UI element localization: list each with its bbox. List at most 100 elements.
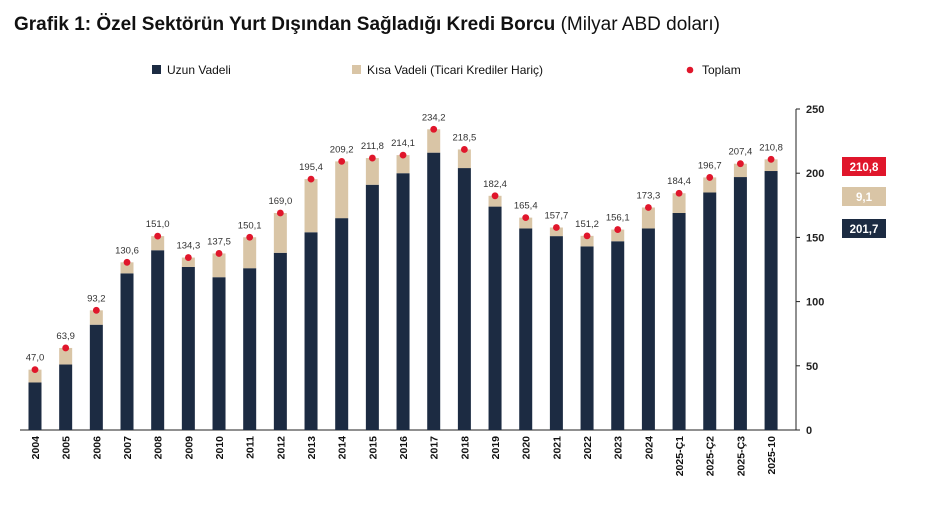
bar-long-term — [365, 184, 379, 430]
bar-short-term — [28, 369, 42, 383]
x-tick-label: 2014 — [337, 436, 349, 460]
total-dot — [767, 155, 775, 163]
total-value-label: 169,0 — [268, 196, 292, 207]
y-tick-label: 150 — [806, 232, 824, 244]
x-tick-label: 2025-Ç2 — [705, 436, 717, 476]
bar-short-term — [59, 347, 73, 365]
total-dot — [276, 209, 284, 217]
total-value-label: 209,2 — [330, 144, 354, 155]
bar-long-term — [273, 252, 287, 430]
total-dot — [154, 232, 162, 240]
total-value-label: 195,4 — [299, 162, 323, 173]
total-dot — [31, 366, 39, 374]
total-value-label: 47,0 — [26, 353, 45, 364]
x-tick-label: 2008 — [153, 436, 165, 460]
end-value-badge-label: 9,1 — [856, 192, 873, 204]
total-dot — [368, 154, 376, 162]
x-tick-label: 2018 — [459, 436, 471, 460]
x-tick-label: 2016 — [398, 436, 410, 460]
total-value-label: 150,1 — [238, 220, 262, 231]
total-dot — [123, 258, 131, 266]
legend-swatch-total — [686, 66, 694, 74]
bar-short-term — [611, 229, 625, 242]
total-value-label: 151,2 — [575, 219, 599, 230]
bar-short-term — [120, 262, 134, 274]
x-tick-label: 2006 — [91, 436, 103, 460]
bar-short-term — [457, 149, 471, 169]
bar-short-term — [243, 237, 257, 269]
total-dot — [62, 344, 70, 352]
total-dot — [399, 151, 407, 159]
x-tick-label: 2013 — [306, 436, 318, 460]
total-dot — [706, 174, 714, 181]
total-value-label: 182,4 — [483, 179, 507, 190]
end-value-badge-label: 201,7 — [850, 224, 879, 236]
total-value-label: 93,2 — [87, 293, 106, 304]
total-dot — [307, 175, 315, 183]
total-dot — [491, 192, 499, 200]
bar-short-term — [335, 161, 349, 219]
total-value-label: 234,2 — [422, 112, 446, 123]
bar-short-term — [212, 253, 226, 278]
y-tick-label: 100 — [806, 297, 824, 309]
y-tick-label: 250 — [806, 104, 824, 116]
legend-label-short-term: Kısa Vadeli (Ticari Krediler Hariç) — [367, 63, 543, 77]
x-tick-label: 2011 — [245, 436, 257, 459]
bar-short-term — [304, 179, 318, 233]
total-value-label: 137,5 — [207, 236, 231, 247]
bar-short-term — [580, 235, 594, 247]
chart-title: Grafik 1: Özel Sektörün Yurt Dışından Sa… — [14, 14, 720, 36]
bar-long-term — [549, 236, 563, 430]
x-tick-label: 2005 — [61, 436, 73, 460]
legend-label-long-term: Uzun Vadeli — [167, 63, 231, 77]
bar-short-term — [273, 213, 287, 253]
bar-long-term — [519, 228, 533, 430]
x-tick-label: 2025-Ç1 — [674, 436, 686, 476]
x-tick-label: 2025-10 — [766, 436, 778, 475]
bar-long-term — [59, 364, 73, 430]
bar-short-term — [549, 227, 563, 237]
bar-short-term — [427, 129, 441, 153]
total-value-label: 156,1 — [606, 213, 630, 224]
total-value-label: 134,3 — [176, 241, 200, 252]
bar-long-term — [212, 277, 226, 430]
end-value-badge — [842, 219, 886, 238]
bar-short-term — [151, 236, 165, 251]
bar-short-term — [488, 195, 502, 207]
x-tick-label: 2025-Ç3 — [735, 436, 747, 476]
x-tick-label: 2022 — [582, 436, 594, 460]
total-dot — [645, 204, 652, 211]
x-tick-label: 2012 — [275, 436, 287, 460]
bar-long-term — [427, 152, 441, 430]
total-dot — [215, 250, 223, 257]
x-tick-label: 2007 — [122, 436, 134, 460]
total-value-label: 207,4 — [729, 147, 753, 158]
total-value-label: 214,1 — [391, 138, 415, 149]
bar-long-term — [304, 232, 318, 430]
y-tick-label: 50 — [806, 361, 818, 373]
bar-short-term — [365, 158, 379, 185]
total-dot — [552, 224, 560, 231]
total-dot — [522, 214, 530, 222]
total-dot — [430, 125, 438, 133]
bar-long-term — [151, 250, 165, 430]
x-tick-label: 2024 — [643, 436, 655, 460]
x-tick-label: 2015 — [367, 436, 379, 460]
total-dot — [92, 306, 100, 314]
bar-long-term — [28, 382, 42, 430]
bar-long-term — [641, 228, 655, 430]
total-dot — [583, 232, 591, 240]
bar-long-term — [580, 246, 594, 430]
bar-short-term — [89, 310, 103, 325]
bar-short-term — [641, 207, 655, 229]
legend-label-total: Toplam — [702, 63, 741, 77]
bar-long-term — [733, 177, 747, 430]
bar-long-term — [335, 218, 349, 430]
total-value-label: 210,8 — [759, 142, 783, 153]
y-tick-label: 0 — [806, 425, 812, 437]
total-dot — [460, 146, 468, 153]
total-value-label: 157,7 — [544, 211, 568, 222]
bar-short-term — [519, 217, 533, 229]
x-tick-label: 2020 — [521, 436, 533, 460]
chart-title-main: Grafik 1: Özel Sektörün Yurt Dışından Sa… — [14, 14, 556, 35]
